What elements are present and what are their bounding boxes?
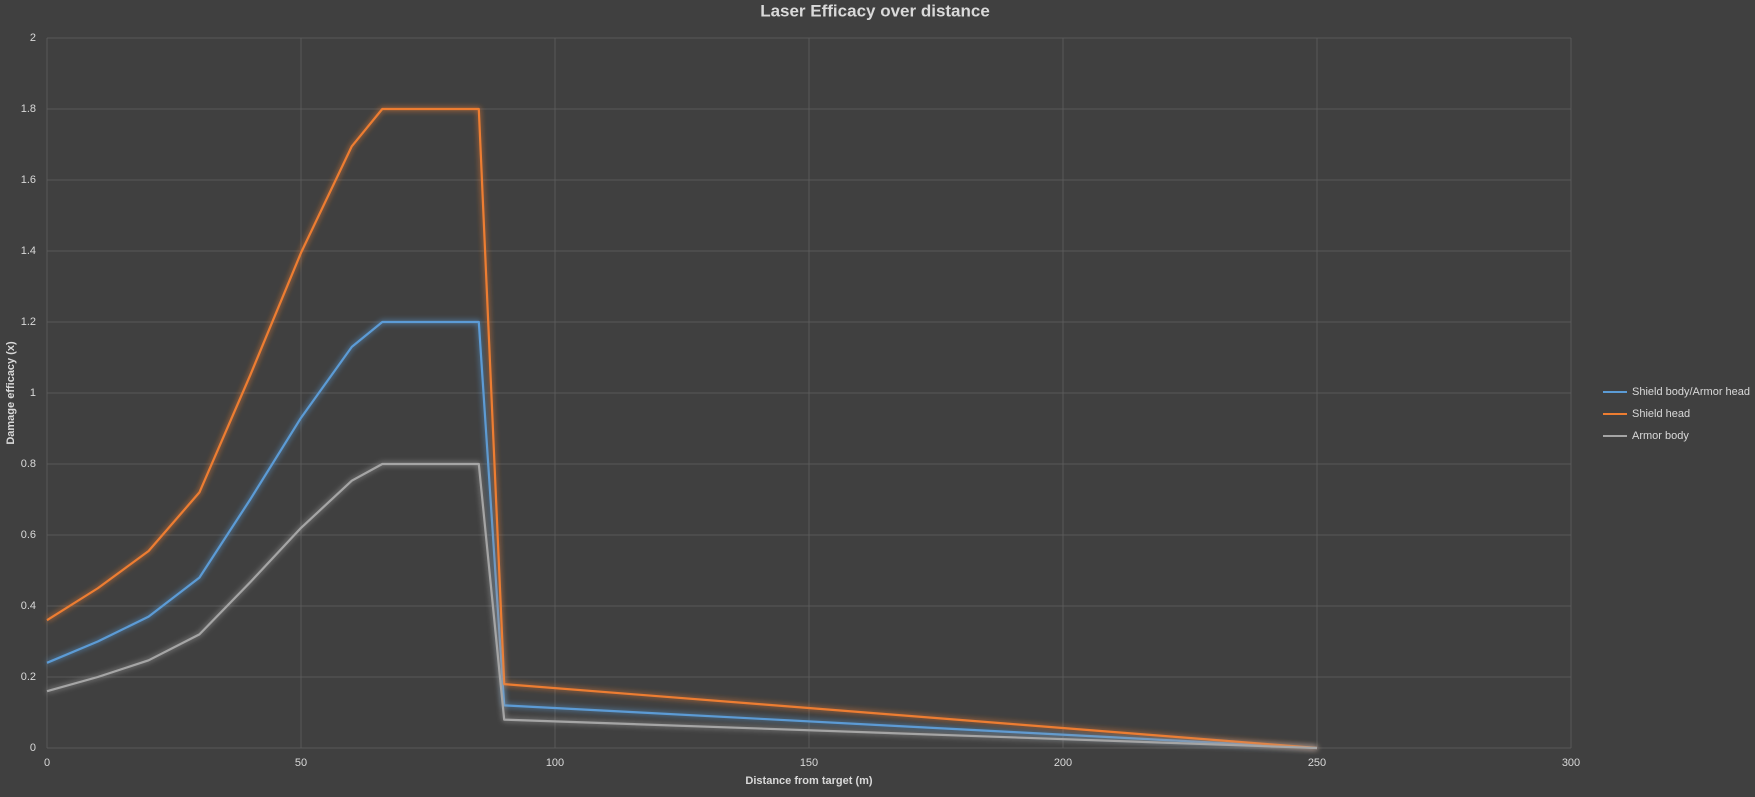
y-tick-label: 1.4	[21, 245, 36, 257]
series-line	[46, 107, 1318, 750]
y-axis-label: Damage efficacy (x)	[5, 341, 17, 445]
x-tick-label: 250	[1308, 757, 1326, 769]
y-tick-label: 0.2	[21, 671, 36, 683]
legend-label: Shield body/Armor head	[1632, 386, 1750, 398]
y-tick-label: 0.4	[21, 600, 36, 612]
y-tick-label: 2	[30, 32, 36, 44]
x-tick-label: 300	[1562, 757, 1580, 769]
y-tick-label: 1.2	[21, 316, 36, 328]
x-axis-label: Distance from target (m)	[745, 775, 872, 787]
y-tick-label: 1	[30, 387, 36, 399]
x-tick-label: 150	[800, 757, 818, 769]
y-tick-label: 1.8	[21, 103, 36, 115]
x-tick-label: 100	[546, 757, 564, 769]
series-line	[46, 462, 1318, 750]
y-tick-label: 0	[30, 742, 36, 754]
x-tick-label: 0	[44, 757, 50, 769]
x-tick-label: 200	[1054, 757, 1072, 769]
legend-label: Shield head	[1632, 408, 1690, 420]
y-tick-label: 0.8	[21, 458, 36, 470]
y-tick-label: 0.6	[21, 529, 36, 541]
chart-title: Laser Efficacy over distance	[760, 1, 990, 20]
y-tick-label: 1.6	[21, 174, 36, 186]
x-tick-label: 50	[295, 757, 307, 769]
legend-label: Armor body	[1632, 430, 1689, 442]
series-line	[46, 320, 1318, 750]
